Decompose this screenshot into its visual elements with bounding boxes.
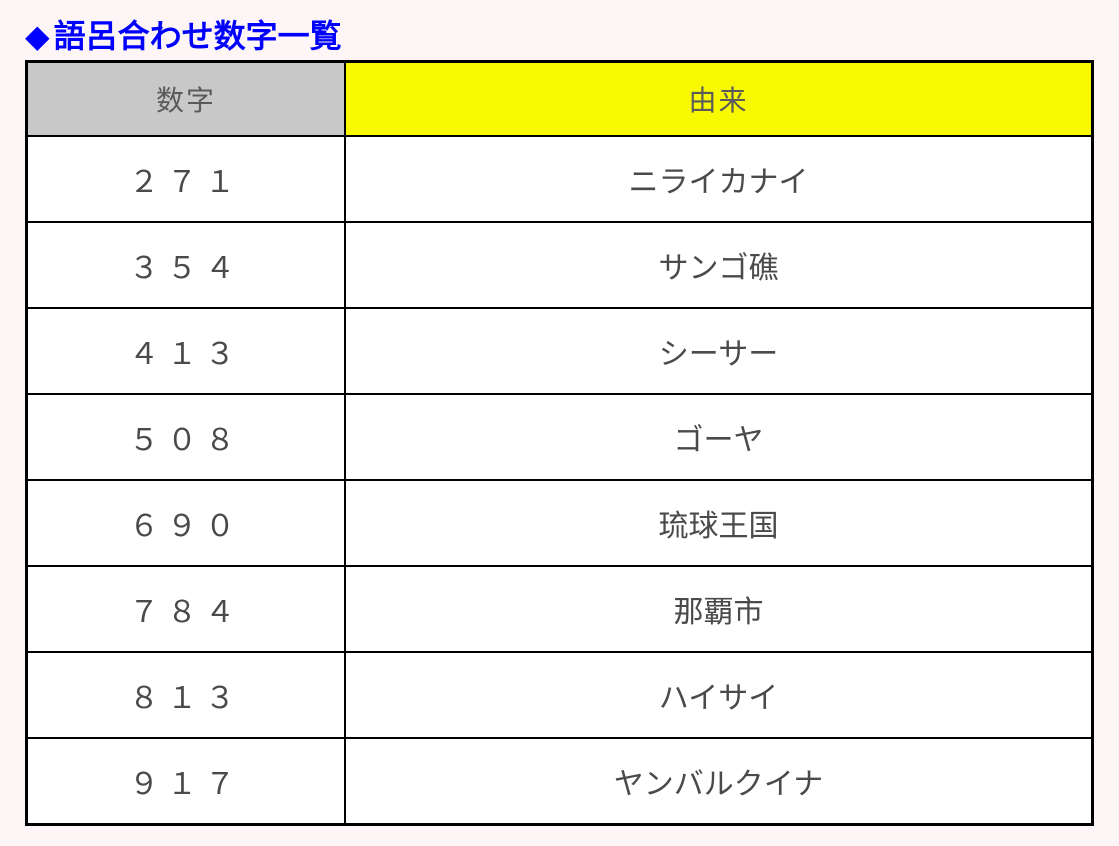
diamond-icon: ◆ bbox=[25, 20, 50, 52]
page-title: ◆ 語呂合わせ数字一覧 bbox=[25, 20, 1094, 52]
table-row: ４１３ シーサー bbox=[28, 309, 1091, 395]
cell-number: ４１３ bbox=[28, 309, 346, 393]
cell-origin: 那覇市 bbox=[346, 567, 1091, 651]
cell-origin: サンゴ礁 bbox=[346, 223, 1091, 307]
cell-origin: ニライカナイ bbox=[346, 137, 1091, 221]
cell-number: ９１７ bbox=[28, 739, 346, 823]
table-row: ７８４ 那覇市 bbox=[28, 567, 1091, 653]
table-row: ８１３ ハイサイ bbox=[28, 653, 1091, 739]
cell-number: ５０８ bbox=[28, 395, 346, 479]
goroawase-table: 数字 由来 ２７１ ニライカナイ ３５４ サンゴ礁 ４１３ シーサー ５０８ ゴ… bbox=[25, 60, 1094, 826]
cell-number: ２７１ bbox=[28, 137, 346, 221]
table-row: ９１７ ヤンバルクイナ bbox=[28, 739, 1091, 823]
cell-origin: ハイサイ bbox=[346, 653, 1091, 737]
cell-origin: ゴーヤ bbox=[346, 395, 1091, 479]
header-number: 数字 bbox=[28, 63, 346, 135]
cell-origin: 琉球王国 bbox=[346, 481, 1091, 565]
table-row: ３５４ サンゴ礁 bbox=[28, 223, 1091, 309]
cell-number: ３５４ bbox=[28, 223, 346, 307]
table-row: ２７１ ニライカナイ bbox=[28, 137, 1091, 223]
cell-number: ６９０ bbox=[28, 481, 346, 565]
cell-origin: シーサー bbox=[346, 309, 1091, 393]
cell-number: ８１３ bbox=[28, 653, 346, 737]
table-header-row: 数字 由来 bbox=[28, 63, 1091, 137]
table-row: ５０８ ゴーヤ bbox=[28, 395, 1091, 481]
cell-origin: ヤンバルクイナ bbox=[346, 739, 1091, 823]
title-text: 語呂合わせ数字一覧 bbox=[54, 20, 342, 52]
cell-number: ７８４ bbox=[28, 567, 346, 651]
header-origin: 由来 bbox=[346, 63, 1091, 135]
table-row: ６９０ 琉球王国 bbox=[28, 481, 1091, 567]
